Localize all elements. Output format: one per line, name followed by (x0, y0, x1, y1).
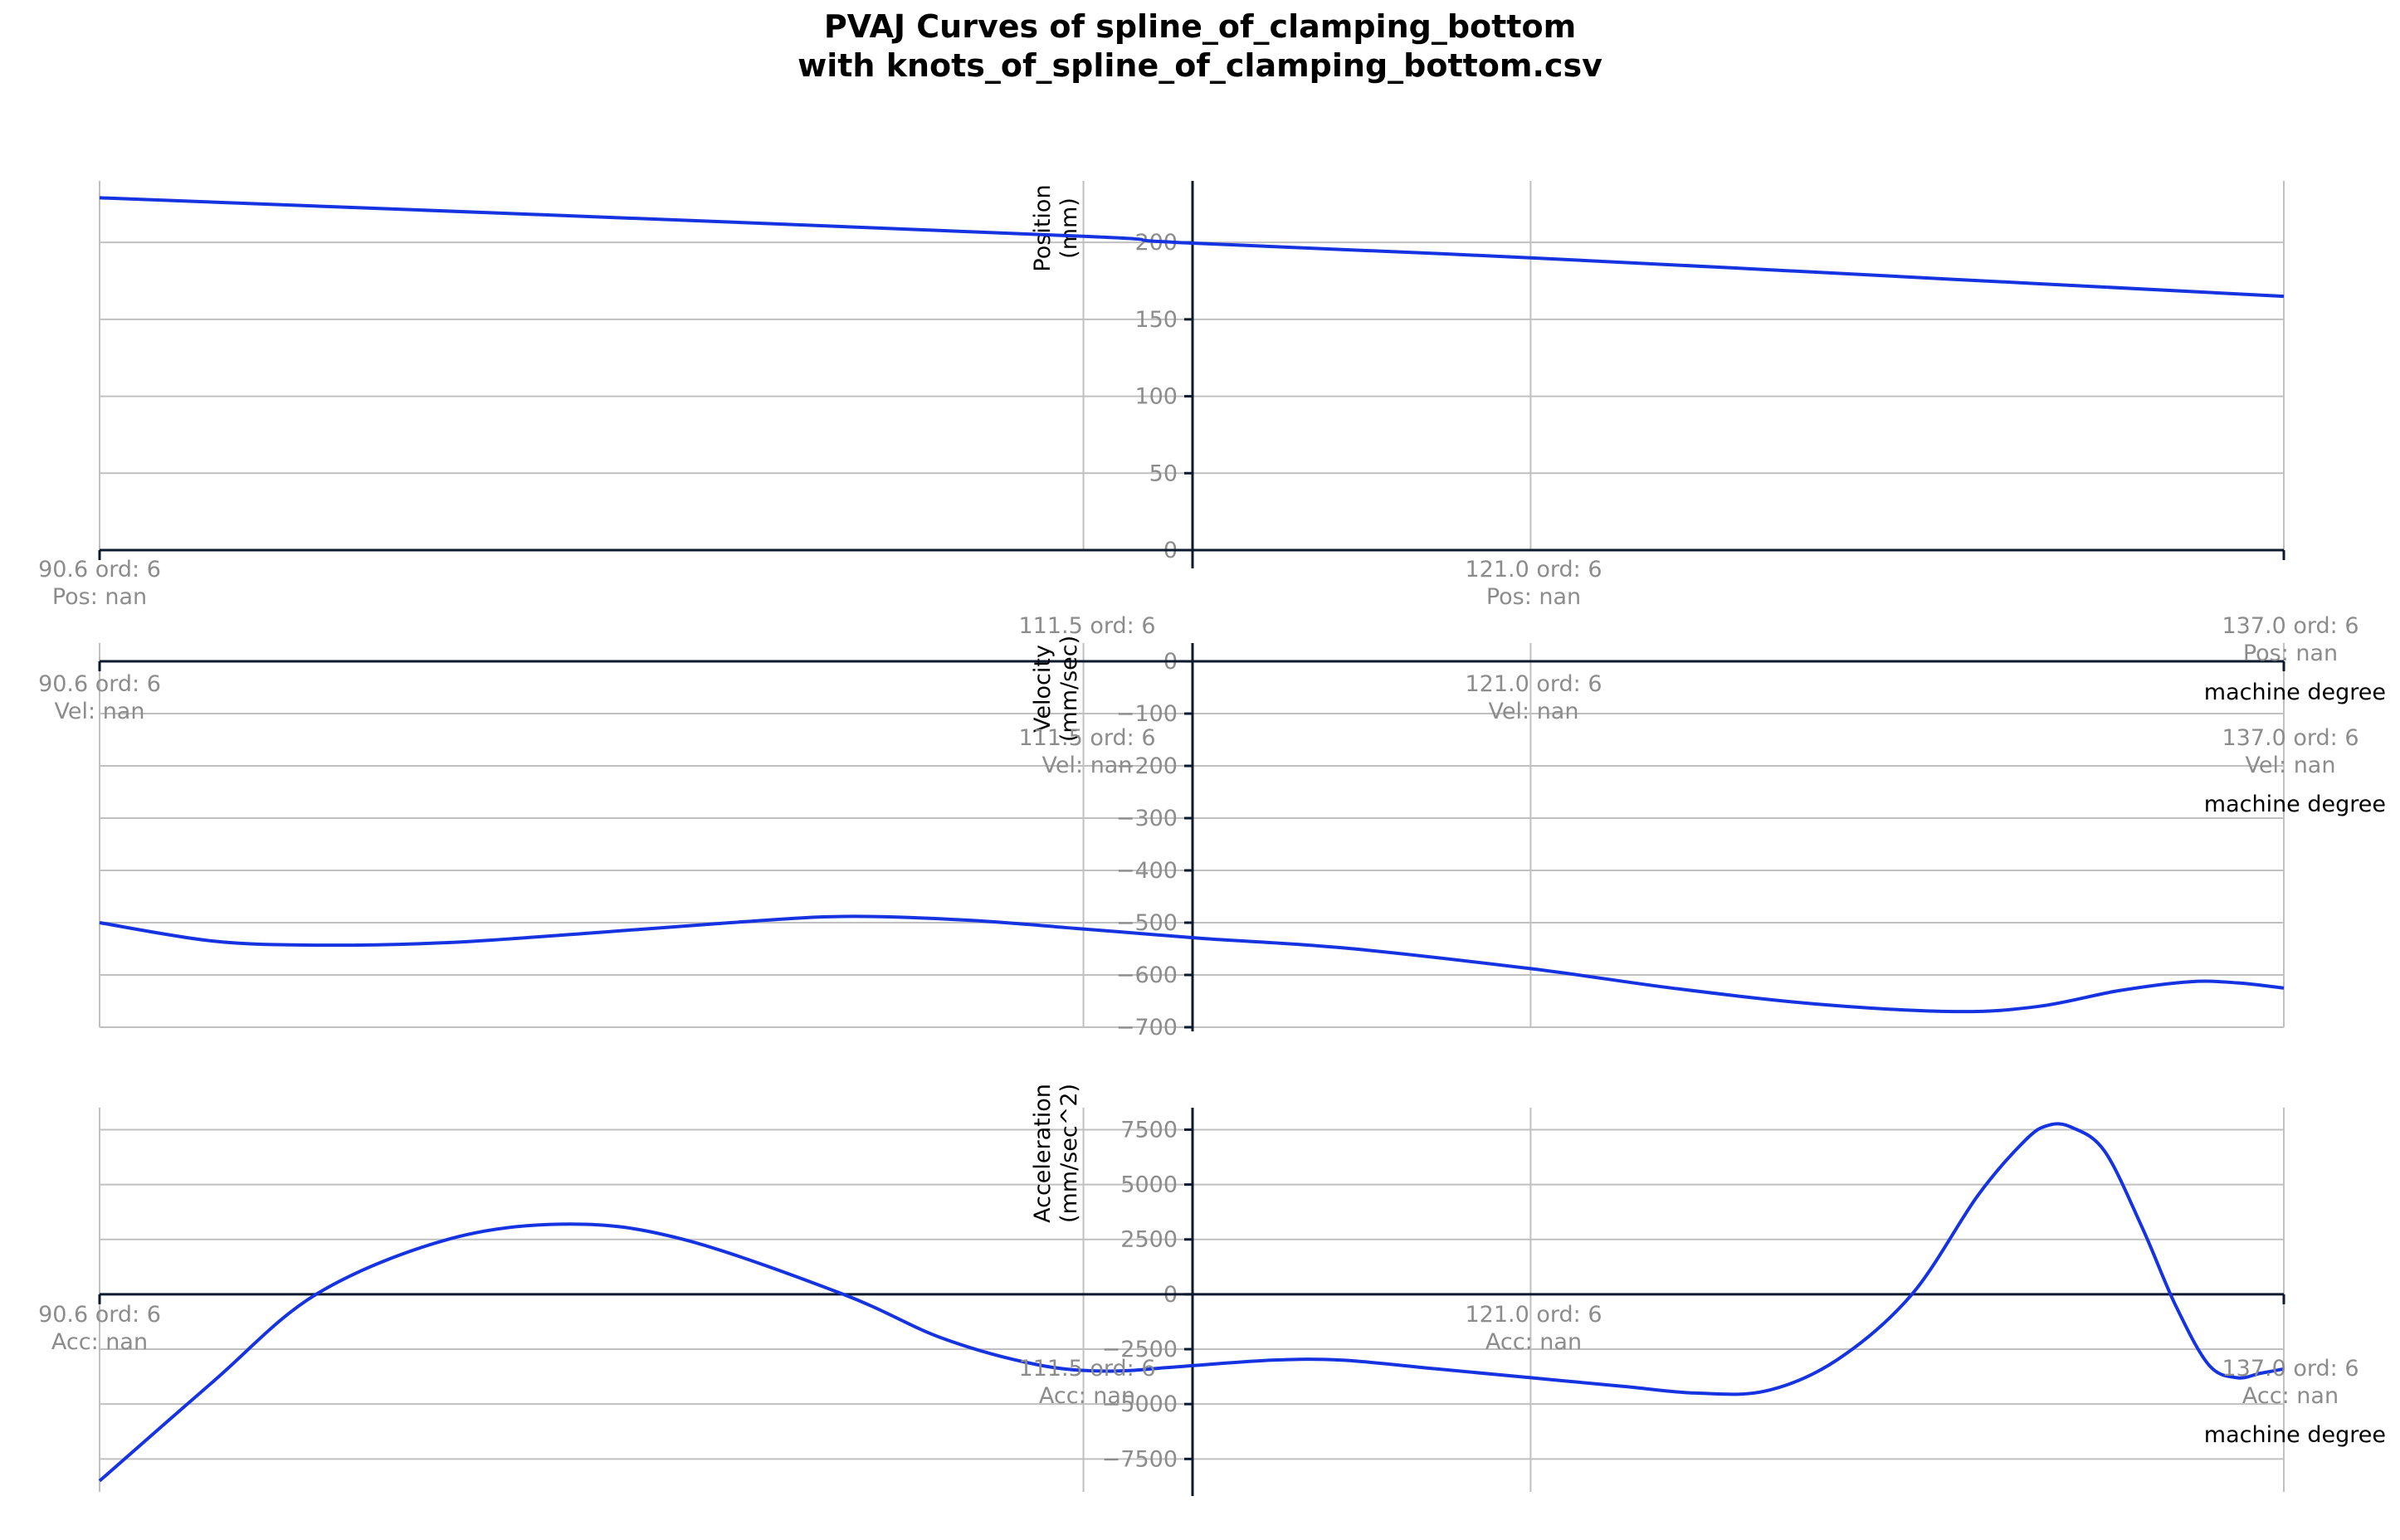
knot-label: 121.0 ord: 6 (1465, 1302, 1602, 1328)
knot-label: 90.6 ord: 6 (38, 557, 161, 582)
y-tick-label: 100 (1134, 384, 1178, 410)
y-axis-label-line-1: Acceleration (1030, 1084, 1056, 1223)
y-tick-label: 7500 (1120, 1117, 1178, 1143)
y-tick-label: −5000 (1102, 1391, 1178, 1417)
panel-acceleration: 7500500025000−2500−5000−7500Acceleration… (38, 1084, 2386, 1496)
knot-value-label: Pos: nan (52, 584, 147, 610)
knot-value-label: Vel: nan (1489, 699, 1579, 724)
y-tick-label: −7500 (1102, 1446, 1178, 1472)
y-axis-label-line-1: Position (1030, 184, 1056, 271)
x-axis-label: machine degree (2204, 792, 2386, 817)
y-axis-label-line-1: Velocity (1030, 645, 1056, 733)
knot-label: 111.5 ord: 6 (1018, 613, 1155, 639)
y-tick-label: −2500 (1102, 1337, 1178, 1362)
y-tick-label: 2500 (1120, 1227, 1178, 1253)
knot-value-label: Pos: nan (1486, 584, 1581, 610)
y-axis-label-line-2: (mm/sec^2) (1056, 1084, 1082, 1223)
y-axis-label-line-2: (mm) (1056, 197, 1082, 259)
y-axis-label-line-2: (mm/sec) (1056, 636, 1082, 742)
knot-label: 111.5 ord: 6 (1018, 725, 1155, 751)
y-tick-label: −700 (1116, 1015, 1178, 1040)
knot-label: 137.0 ord: 6 (2222, 725, 2359, 751)
y-tick-label: −400 (1116, 858, 1178, 884)
knot-value-label: Vel: nan (1042, 753, 1133, 778)
knot-value-label: Acc: nan (2242, 1383, 2339, 1409)
knot-label: 137.0 ord: 6 (2222, 1356, 2359, 1382)
knot-value-label: Acc: nan (51, 1329, 148, 1355)
velocity-curve (99, 914, 2285, 1014)
x-axis-label: machine degree (2204, 1422, 2386, 1448)
chart-title-line-2: with knots_of_spline_of_clamping_bottom.… (798, 47, 1602, 84)
knot-label: 121.0 ord: 6 (1465, 557, 1602, 582)
y-tick-label: −600 (1116, 962, 1178, 988)
knot-value-label: Acc: nan (1039, 1383, 1135, 1409)
knot-label: 90.6 ord: 6 (38, 1302, 161, 1328)
y-tick-label: 50 (1149, 461, 1178, 486)
x-axis-label: machine degree (2204, 680, 2386, 705)
knot-label: 90.6 ord: 6 (38, 671, 161, 697)
knot-label: 121.0 ord: 6 (1465, 671, 1602, 697)
knot-value-label: Vel: nan (55, 699, 145, 724)
knot-label: 137.0 ord: 6 (2222, 613, 2359, 639)
y-tick-label: 5000 (1120, 1172, 1178, 1198)
acceleration-curve (98, 1122, 2285, 1483)
y-tick-label: −200 (1116, 753, 1178, 779)
position-curve (99, 196, 2285, 299)
y-tick-label: 150 (1134, 307, 1178, 333)
chart-title-line-1: PVAJ Curves of spline_of_clamping_bottom (824, 8, 1576, 45)
knot-value-label: Vel: nan (2246, 753, 2336, 778)
y-tick-label: −300 (1116, 806, 1178, 831)
knot-label: 111.5 ord: 6 (1018, 1356, 1155, 1382)
knot-value-label: Pos: nan (2243, 641, 2338, 666)
y-tick-label: −100 (1116, 701, 1178, 727)
knot-value-label: Acc: nan (1485, 1329, 1582, 1355)
